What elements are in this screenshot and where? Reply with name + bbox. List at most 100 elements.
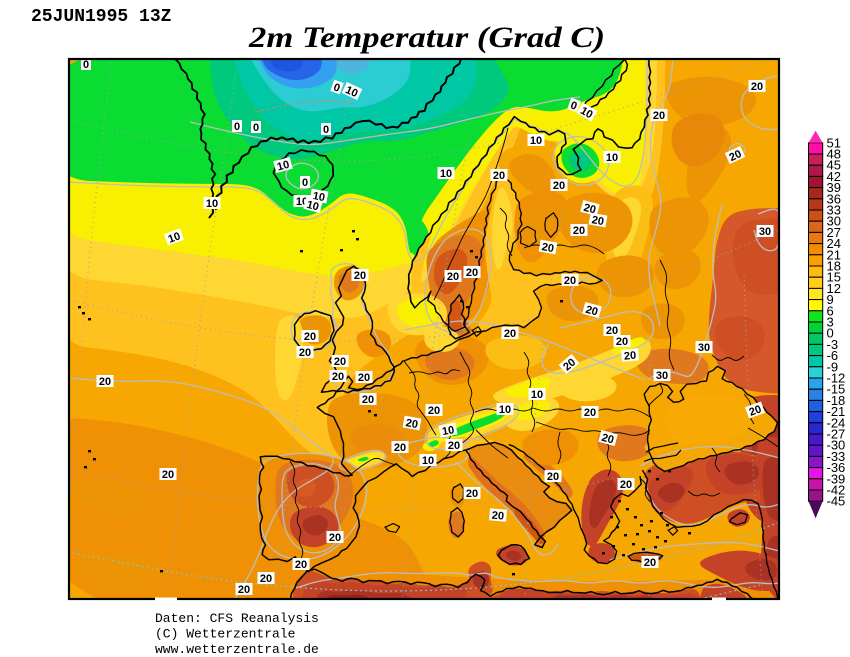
svg-text:20: 20 [304,331,316,343]
svg-text:-12: -12 [827,371,846,386]
svg-text:27: 27 [827,225,841,240]
svg-text:20: 20 [606,325,618,337]
svg-text:10: 10 [206,198,218,210]
svg-text:Daten: CFS Reanalysis: Daten: CFS Reanalysis [155,611,319,626]
svg-text:20: 20 [358,372,370,384]
svg-text:20: 20 [466,488,478,500]
svg-text:9: 9 [827,292,834,307]
svg-text:21: 21 [827,247,841,262]
svg-text:20: 20 [541,241,555,255]
svg-text:0: 0 [323,124,329,136]
svg-text:0: 0 [827,326,834,341]
svg-text:20: 20 [428,405,440,417]
svg-text:20: 20 [564,275,576,287]
svg-text:(C) Wetterzentrale: (C) Wetterzentrale [155,627,295,642]
svg-text:10: 10 [441,424,455,438]
svg-text:39: 39 [827,180,841,195]
svg-text:15: 15 [827,270,841,285]
svg-text:-33: -33 [827,449,846,464]
svg-text:20: 20 [354,270,366,282]
svg-text:10: 10 [606,152,618,164]
svg-text:20: 20 [584,304,599,319]
svg-text:10: 10 [276,159,291,174]
svg-text:20: 20 [748,403,764,418]
svg-text:0: 0 [253,122,259,134]
svg-text:20: 20 [727,148,743,164]
svg-text:3: 3 [827,315,834,330]
svg-text:20: 20 [162,469,174,481]
svg-text:-21: -21 [827,404,846,419]
svg-text:12: 12 [827,281,841,296]
svg-text:18: 18 [827,259,841,274]
svg-text:0: 0 [332,81,342,94]
svg-text:24: 24 [827,236,841,251]
svg-text:20: 20 [447,271,459,283]
svg-text:10: 10 [343,84,359,100]
svg-text:-3: -3 [827,337,839,352]
svg-text:20: 20 [466,267,478,279]
svg-text:0: 0 [83,59,89,71]
svg-text:20: 20 [299,347,311,359]
svg-text:20: 20 [623,350,636,363]
svg-text:30: 30 [656,370,668,382]
svg-text:20: 20 [329,532,341,544]
svg-text:-39: -39 [827,471,846,486]
svg-text:2m Temperatur (Grad C): 2m Temperatur (Grad C) [248,21,605,54]
svg-text:20: 20 [644,557,656,569]
svg-text:-30: -30 [827,438,846,453]
svg-text:30: 30 [698,342,710,354]
svg-text:33: 33 [827,203,841,218]
svg-text:30: 30 [759,226,771,238]
svg-text:20: 20 [260,573,272,585]
svg-text:42: 42 [827,169,841,184]
svg-text:10: 10 [578,105,595,122]
svg-text:30: 30 [827,214,841,229]
svg-text:-36: -36 [827,460,846,475]
svg-text:51: 51 [827,135,841,150]
svg-text:10: 10 [422,455,434,467]
svg-text:20: 20 [553,180,565,192]
svg-text:10: 10 [499,404,511,416]
svg-text:0: 0 [302,177,308,189]
svg-text:20: 20 [99,376,111,388]
svg-text:20: 20 [362,394,374,406]
svg-text:20: 20 [405,417,419,431]
svg-text:10: 10 [167,230,183,245]
svg-text:-24: -24 [827,415,846,430]
svg-text:-27: -27 [827,427,846,442]
svg-text:48: 48 [827,147,841,162]
svg-text:20: 20 [591,214,605,228]
svg-text:0: 0 [569,99,579,112]
svg-text:-15: -15 [827,382,846,397]
svg-text:20: 20 [504,328,516,340]
svg-text:20: 20 [238,584,250,596]
svg-text:36: 36 [827,191,841,206]
svg-text:20: 20 [394,442,406,454]
svg-text:25JUN1995 13Z: 25JUN1995 13Z [31,7,171,27]
svg-text:www.wetterzentrale.de: www.wetterzentrale.de [155,642,319,657]
svg-text:20: 20 [493,170,505,182]
svg-text:20: 20 [295,559,307,571]
svg-text:20: 20 [334,356,346,368]
svg-text:20: 20 [332,371,344,383]
svg-text:45: 45 [827,158,841,173]
svg-text:20: 20 [751,81,763,93]
svg-text:-9: -9 [827,359,839,374]
svg-text:20: 20 [620,479,632,491]
svg-text:10: 10 [440,168,452,180]
svg-text:10: 10 [530,135,542,147]
svg-text:20: 20 [616,336,628,348]
svg-text:20: 20 [653,110,665,122]
svg-text:20: 20 [491,510,504,523]
svg-text:10: 10 [531,389,543,401]
svg-text:20: 20 [448,440,460,452]
svg-text:0: 0 [234,121,240,133]
svg-text:20: 20 [600,432,615,447]
svg-text:10: 10 [305,199,320,214]
svg-text:-18: -18 [827,393,846,408]
svg-text:-6: -6 [827,348,839,363]
svg-text:-45: -45 [827,494,846,509]
svg-text:20: 20 [584,407,596,419]
svg-text:-42: -42 [827,483,846,498]
svg-text:20: 20 [582,202,597,217]
